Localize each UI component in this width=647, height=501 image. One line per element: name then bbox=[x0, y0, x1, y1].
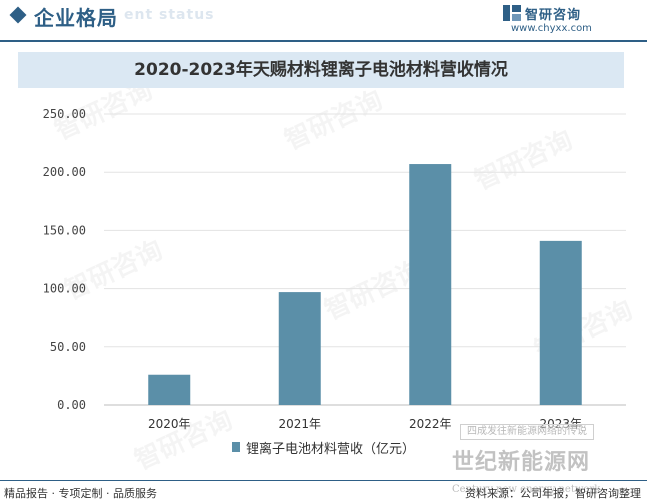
y-tick-label: 250.00 bbox=[43, 107, 86, 121]
page-header: 企业格局 ent status 智研咨询 www.chyxx.com bbox=[0, 0, 647, 36]
brand-url: www.chyxx.com bbox=[511, 23, 592, 34]
bar bbox=[148, 374, 191, 405]
bar bbox=[278, 292, 321, 405]
bar bbox=[539, 240, 582, 405]
brand-name: 智研咨询 bbox=[525, 8, 582, 23]
y-tick-label: 100.00 bbox=[43, 282, 86, 296]
y-tick-label: 50.00 bbox=[50, 340, 86, 354]
bar bbox=[409, 164, 452, 405]
footer-source: 资料来源：公司年报，智研咨询整理 bbox=[465, 487, 641, 500]
header-divider bbox=[0, 40, 647, 42]
chart-legend: 锂离子电池材料营收（亿元） bbox=[0, 438, 647, 457]
brand-logo-icon bbox=[503, 5, 521, 21]
watermark-title: 世纪新能源网 bbox=[452, 449, 591, 475]
chart-title-band: 2020-2023年天赐材料锂离子电池材料营收情况 bbox=[18, 52, 624, 88]
y-tick-label: 0.00 bbox=[57, 398, 86, 412]
legend-swatch bbox=[231, 442, 240, 452]
section-subtitle: ent status bbox=[124, 7, 215, 23]
page-footer: 精品报告 · 专项定制 · 品质服务 资料来源：公司年报，智研咨询整理 bbox=[0, 480, 647, 501]
watermark-subtitle: Century new energy network bbox=[452, 484, 601, 495]
x-tick-label: 2022年 bbox=[409, 417, 452, 431]
y-tick-label: 150.00 bbox=[43, 223, 86, 237]
watermark-box-text: 四成发往新能源网络的传说 bbox=[460, 424, 594, 440]
footer-tagline: 精品报告 · 专项定制 · 品质服务 bbox=[4, 487, 157, 500]
chart-title: 2020-2023年天赐材料锂离子电池材料营收情况 bbox=[134, 60, 508, 80]
section-title: 企业格局 bbox=[34, 6, 118, 30]
brand: 智研咨询 www.chyxx.com bbox=[503, 3, 633, 37]
x-tick-label: 2021年 bbox=[278, 417, 321, 431]
x-tick-label: 2020年 bbox=[148, 417, 191, 431]
legend-label: 锂离子电池材料营收（亿元） bbox=[245, 442, 415, 457]
y-tick-label: 200.00 bbox=[43, 165, 86, 179]
